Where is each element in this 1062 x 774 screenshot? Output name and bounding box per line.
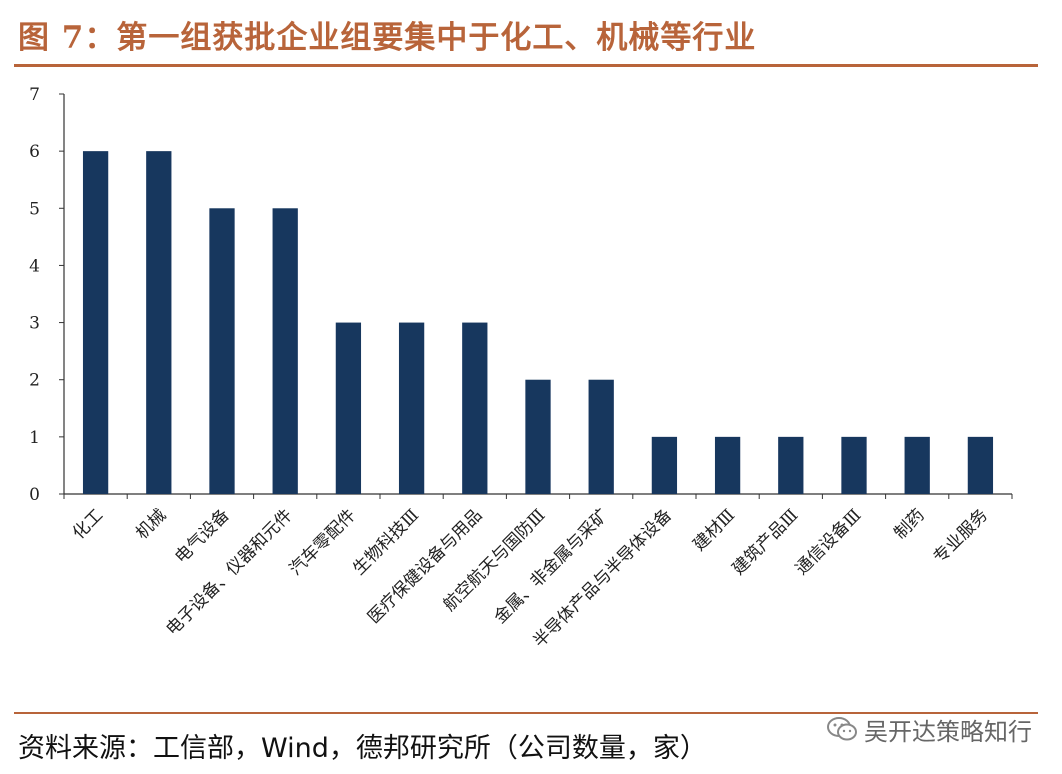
x-category-label: 建筑产品Ⅲ — [729, 505, 803, 579]
x-category-labels: 化工 机械 电气设备电子设备、仪器和元件汽车零配件生物科技Ⅲ医疗保健设备与用品航空航… — [69, 505, 992, 651]
x-category-label: 机械 — [132, 505, 170, 543]
watermark-text: 吴开达策略知行 — [864, 717, 1032, 746]
bar-7 — [525, 379, 551, 494]
title-divider — [14, 64, 1038, 67]
bar-5 — [398, 322, 425, 494]
y-tick-label: 0 — [29, 485, 40, 505]
y-tick-label: 3 — [29, 314, 40, 334]
footer-divider — [14, 712, 1038, 714]
wechat-icon — [827, 717, 857, 741]
y-tick-label: 5 — [29, 199, 40, 219]
y-tick-label: 1 — [29, 428, 40, 448]
watermark: 吴开达策略知行 — [826, 712, 1032, 746]
x-category-label: 电子设备、仪器和元件 — [162, 505, 296, 639]
figure-title: 图 7：第一组获批企业组要集中于化工、机械等行业 — [18, 20, 757, 56]
bar-12 — [841, 436, 867, 494]
x-category-label: 电气设备 — [171, 505, 233, 567]
y-tick-label: 7 — [29, 85, 40, 105]
bar-14 — [967, 436, 994, 494]
bar-10 — [714, 436, 741, 494]
source-note: 资料来源：工信部，Wind，德邦研究所（公司数量，家） — [18, 733, 707, 764]
x-category-label: 建材Ⅲ — [689, 505, 739, 555]
bar-chart: 0 1 2 3 4 5 6 7 化工 机械 电气设备电子设备、仪器和元件汽车零配件生物科技Ⅲ医疗保… — [29, 85, 1013, 652]
y-tick-label: 4 — [29, 256, 40, 276]
y-tick-label: 2 — [29, 371, 40, 391]
x-category-label: 通信设备Ⅲ — [792, 505, 866, 579]
y-tick-label: 6 — [29, 142, 40, 162]
bar-13 — [904, 436, 930, 494]
bar-6 — [462, 322, 488, 494]
bar-8 — [588, 379, 614, 494]
x-category-label: 制药 — [891, 505, 929, 543]
x-category-label: 化工 — [69, 505, 107, 543]
x-category-label: 金属、非金属与采矿 — [490, 505, 612, 627]
y-tick-labels: 0 1 2 3 4 5 6 7 — [29, 85, 40, 505]
bar-3 — [272, 208, 298, 495]
bar-1 — [146, 151, 172, 494]
x-category-label: 医疗保健设备与用品 — [364, 505, 486, 627]
chart-bars — [82, 151, 994, 495]
bar-0 — [82, 151, 109, 494]
x-category-label: 专业服务 — [930, 505, 992, 567]
bar-9 — [651, 436, 678, 494]
x-category-label: 汽车零配件 — [286, 505, 360, 579]
bar-2 — [209, 208, 235, 495]
bar-4 — [335, 322, 362, 494]
bar-11 — [778, 436, 804, 494]
